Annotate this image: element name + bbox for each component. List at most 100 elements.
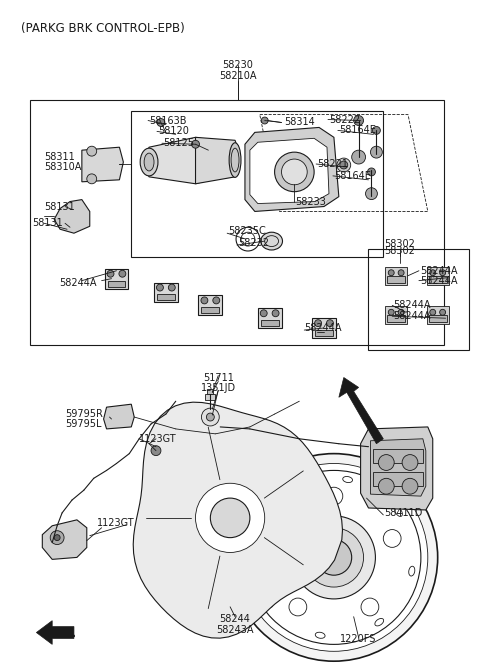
Circle shape (325, 487, 343, 505)
Polygon shape (261, 320, 278, 326)
Circle shape (352, 150, 366, 164)
Bar (373, 449, 423, 462)
Circle shape (378, 455, 394, 470)
Text: FR.: FR. (54, 627, 77, 640)
Polygon shape (427, 307, 448, 324)
Text: 58244A: 58244A (59, 278, 96, 288)
Polygon shape (385, 267, 407, 285)
Circle shape (361, 598, 379, 616)
Circle shape (440, 309, 445, 315)
Circle shape (157, 119, 165, 126)
Text: 51711: 51711 (203, 372, 234, 382)
Polygon shape (250, 138, 329, 203)
Circle shape (54, 535, 60, 541)
Circle shape (368, 168, 375, 176)
Circle shape (378, 478, 394, 494)
Circle shape (230, 454, 438, 661)
Circle shape (402, 455, 418, 470)
Ellipse shape (284, 489, 293, 497)
Circle shape (275, 152, 314, 192)
Polygon shape (157, 295, 175, 301)
Text: 58131: 58131 (44, 201, 75, 211)
Text: 58314: 58314 (285, 117, 315, 127)
Ellipse shape (409, 566, 415, 576)
Text: 58163B: 58163B (149, 115, 187, 125)
Text: 58244A: 58244A (393, 301, 431, 311)
Polygon shape (104, 404, 134, 429)
Circle shape (119, 270, 126, 277)
Circle shape (398, 309, 404, 315)
Text: 1220FS: 1220FS (340, 635, 377, 644)
Ellipse shape (144, 153, 154, 171)
Circle shape (326, 319, 334, 327)
Circle shape (240, 464, 428, 652)
Polygon shape (108, 280, 125, 287)
Ellipse shape (375, 619, 384, 626)
Ellipse shape (343, 476, 352, 482)
Text: 58222: 58222 (329, 115, 360, 125)
Circle shape (398, 270, 404, 276)
Ellipse shape (229, 143, 241, 177)
Text: 58230: 58230 (223, 60, 253, 70)
Text: 58221: 58221 (317, 159, 348, 169)
Text: 58131: 58131 (33, 218, 63, 228)
Polygon shape (42, 520, 87, 560)
Text: 1123GT: 1123GT (139, 433, 177, 444)
Circle shape (354, 115, 363, 125)
Polygon shape (54, 199, 90, 234)
Ellipse shape (395, 508, 402, 517)
Circle shape (340, 161, 348, 169)
Text: 58244A: 58244A (304, 323, 342, 333)
Circle shape (156, 284, 163, 291)
Polygon shape (429, 315, 446, 322)
Polygon shape (143, 138, 225, 184)
Polygon shape (133, 402, 343, 638)
Polygon shape (312, 318, 336, 338)
Polygon shape (339, 378, 384, 444)
Ellipse shape (315, 632, 325, 638)
Text: (PARKG BRK CONTROL-EPB): (PARKG BRK CONTROL-EPB) (21, 21, 184, 35)
Text: 58310A: 58310A (44, 162, 82, 172)
Circle shape (213, 297, 220, 304)
Polygon shape (429, 276, 446, 282)
Circle shape (267, 529, 285, 548)
Polygon shape (36, 621, 74, 644)
Circle shape (388, 309, 394, 315)
Polygon shape (387, 276, 405, 282)
Polygon shape (199, 295, 222, 315)
Circle shape (388, 270, 394, 276)
Circle shape (371, 146, 383, 158)
Polygon shape (427, 267, 448, 285)
Circle shape (202, 408, 219, 426)
Polygon shape (245, 127, 339, 211)
Circle shape (384, 529, 401, 548)
Circle shape (195, 483, 264, 552)
Ellipse shape (261, 232, 283, 250)
Circle shape (281, 159, 307, 185)
Text: 58235C: 58235C (228, 226, 266, 236)
Polygon shape (387, 315, 405, 322)
Text: 58244A: 58244A (420, 266, 457, 276)
Text: 58232: 58232 (238, 238, 269, 248)
Ellipse shape (253, 539, 259, 549)
Circle shape (87, 146, 96, 156)
Circle shape (304, 528, 363, 587)
Circle shape (316, 539, 352, 575)
Polygon shape (195, 138, 240, 184)
Text: 58244A: 58244A (420, 276, 457, 286)
Ellipse shape (265, 599, 273, 607)
Polygon shape (105, 269, 128, 289)
Polygon shape (82, 147, 123, 182)
Text: 58411D: 58411D (384, 508, 423, 518)
Circle shape (168, 284, 175, 291)
Polygon shape (385, 307, 407, 324)
Text: 1123GT: 1123GT (96, 518, 134, 528)
Bar (207, 389, 213, 395)
Circle shape (337, 158, 351, 172)
Circle shape (314, 319, 322, 327)
Text: 59795L: 59795L (65, 419, 102, 429)
Text: 58311: 58311 (44, 152, 75, 162)
Text: 58243A: 58243A (216, 625, 254, 635)
Bar (131, 111, 384, 257)
Text: 58302: 58302 (384, 239, 416, 249)
